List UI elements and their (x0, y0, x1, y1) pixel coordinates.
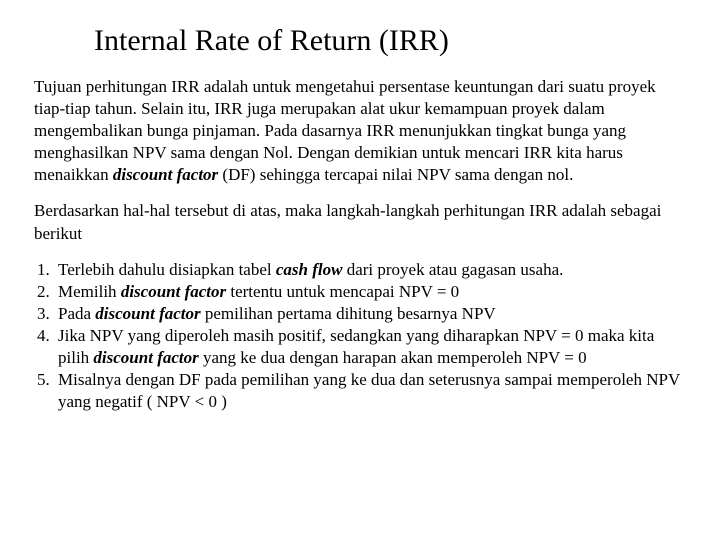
step-1: Terlebih dahulu disiapkan tabel cash flo… (54, 259, 686, 281)
step-2: Memilih discount factor tertentu untuk m… (54, 281, 686, 303)
step1-cashflow: cash flow (276, 260, 343, 279)
step3-a: Pada (58, 304, 95, 323)
para1-discount-factor: discount factor (113, 165, 218, 184)
paragraph-intro: Tujuan perhitungan IRR adalah untuk meng… (34, 76, 686, 186)
step3-discount-factor: discount factor (95, 304, 200, 323)
slide-container: Internal Rate of Return (IRR) Tujuan per… (0, 0, 720, 540)
step4-discount-factor: discount factor (93, 348, 198, 367)
step2-discount-factor: discount factor (121, 282, 226, 301)
step-4: Jika NPV yang diperoleh masih positif, s… (54, 325, 686, 369)
step2-a: Memilih (58, 282, 121, 301)
slide-title: Internal Rate of Return (IRR) (94, 24, 686, 58)
step4-c: yang ke dua dengan harapan akan memperol… (199, 348, 587, 367)
step3-c: pemilihan pertama dihitung besarnya NPV (201, 304, 496, 323)
step1-c: dari proyek atau gagasan usaha. (342, 260, 563, 279)
paragraph-lead: Berdasarkan hal-hal tersebut di atas, ma… (34, 200, 686, 244)
step-5: Misalnya dengan DF pada pemilihan yang k… (54, 369, 686, 413)
step1-a: Terlebih dahulu disiapkan tabel (58, 260, 276, 279)
step-3: Pada discount factor pemilihan pertama d… (54, 303, 686, 325)
para1-text-c: (DF) sehingga tercapai nilai NPV sama de… (218, 165, 573, 184)
steps-list: Terlebih dahulu disiapkan tabel cash flo… (34, 259, 686, 414)
step2-c: tertentu untuk mencapai NPV = 0 (226, 282, 459, 301)
